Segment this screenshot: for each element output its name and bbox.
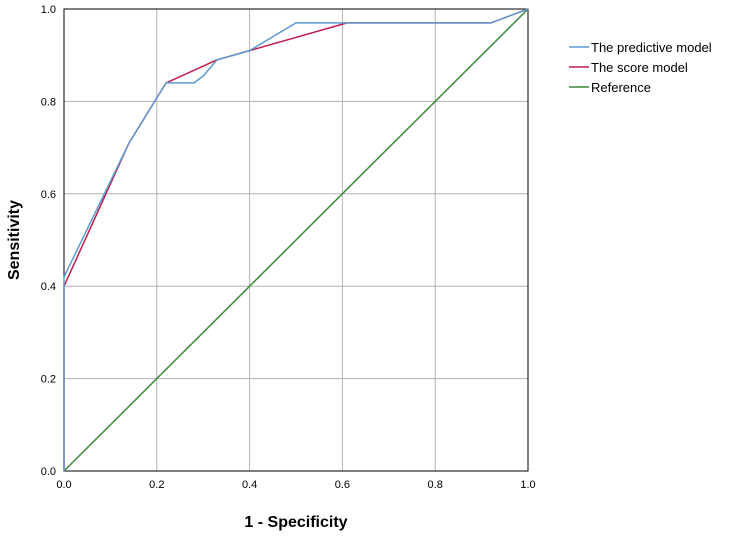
x-tick-label: 0.6: [335, 479, 350, 491]
legend: The predictive model The score model Refer…: [569, 40, 712, 95]
x-tick-label: 0.2: [149, 479, 164, 491]
series-line-reference: [63, 8, 529, 472]
legend-label-the-predictive-model: The predictive model: [591, 40, 712, 55]
x-tick-label: 1.0: [520, 479, 535, 491]
legend-label-the-score-model: The score model: [591, 60, 688, 75]
y-tick-labels: 0.0 0.2 0.4 0.6 0.8 1.0: [41, 4, 56, 478]
x-tick-labels: 0.0 0.2 0.4 0.6 0.8 1.0: [56, 479, 535, 491]
y-tick-label: 0.8: [41, 96, 56, 108]
y-axis-title: Sensitivity: [6, 200, 23, 280]
y-tick-label: 1.0: [41, 4, 56, 16]
series-line-the-predictive-model: [63, 8, 529, 471]
x-tick-label: 0.8: [428, 479, 443, 491]
series-layer: [63, 8, 529, 472]
y-tick-label: 0.6: [41, 189, 56, 201]
x-tick-label: 0.0: [56, 479, 71, 491]
plot-frame: [63, 8, 529, 472]
x-axis-title: 1 - Specificity: [244, 514, 347, 531]
y-tick-label: 0.4: [41, 281, 56, 293]
y-tick-label: 0.0: [41, 466, 56, 478]
y-tick-label: 0.2: [41, 374, 56, 386]
x-tick-label: 0.4: [242, 479, 257, 491]
legend-label-reference: Reference: [591, 80, 651, 95]
